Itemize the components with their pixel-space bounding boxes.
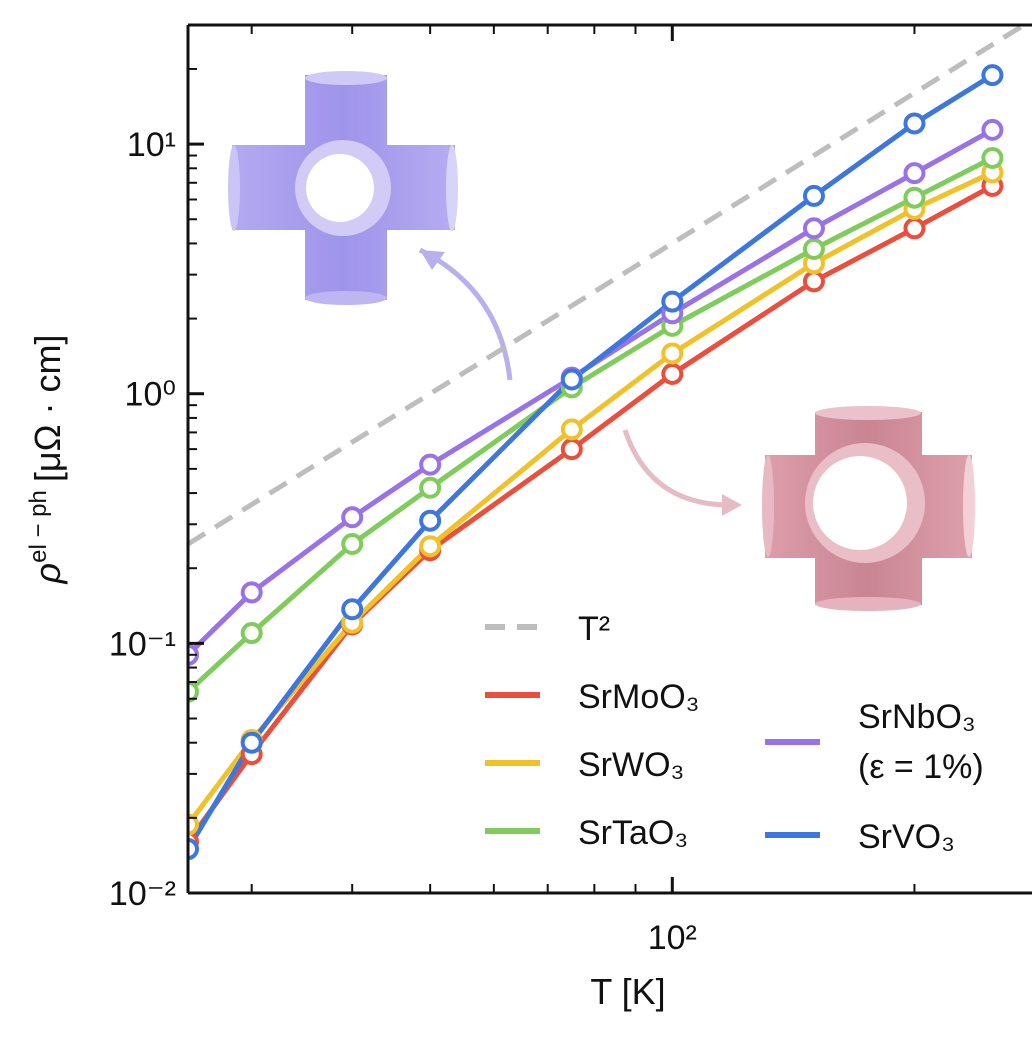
legend-label: SrVO₃: [858, 818, 955, 856]
data-point: [661, 362, 684, 385]
data-point: [981, 146, 1004, 169]
data-point: [341, 598, 364, 621]
inset-arrow: [418, 247, 513, 381]
axes: [186, 23, 1032, 895]
data-point: [661, 342, 684, 365]
data-point: [419, 453, 442, 476]
data-point: [240, 731, 263, 754]
data-point: [341, 506, 364, 529]
data-point: [419, 509, 442, 532]
data-point: [981, 118, 1004, 141]
data-point: [981, 64, 1004, 87]
data-point: [560, 438, 583, 461]
y-tick-label: 10⁻²: [109, 875, 176, 913]
legend-label: SrMoO₃: [578, 678, 700, 716]
legend-label: SrTaO₃: [578, 814, 688, 852]
data-point: [560, 368, 583, 391]
data-point: [188, 813, 199, 836]
legend-label: T²: [578, 610, 610, 648]
data-point: [341, 533, 364, 556]
data-point: [240, 622, 263, 645]
data-point: [240, 581, 263, 604]
inset-arrow-head: [722, 494, 742, 516]
legend-label: SrWO₃: [578, 746, 684, 784]
y-axis-label: ρel − ph [μΩ · cm]: [25, 335, 68, 585]
inset-arrow: [622, 429, 731, 508]
legend-label: SrNbO₃ (ε = 1%): [858, 698, 984, 786]
x-tick-label: 10²: [648, 919, 697, 957]
y-tick-label: 10⁰: [125, 376, 176, 414]
data-point: [903, 186, 926, 209]
y-label-superscript: el − ph: [25, 490, 52, 563]
x-axis-label: T [K]: [590, 971, 665, 1012]
inset-purple-cross: [228, 71, 458, 305]
data-point: [903, 112, 926, 135]
data-point: [802, 217, 825, 240]
y-label-symbol: ρ: [27, 563, 68, 585]
reference-line: [188, 25, 1029, 547]
data-point: [802, 184, 825, 207]
data-point: [560, 418, 583, 441]
inset-red-cross: [762, 406, 975, 611]
data-point: [802, 238, 825, 261]
data-point: [188, 680, 199, 703]
data-point: [903, 162, 926, 185]
data-point: [419, 535, 442, 558]
data-point: [419, 476, 442, 499]
y-tick-label: 10¹: [127, 126, 176, 164]
data-point: [661, 290, 684, 313]
data-point: [188, 838, 199, 861]
y-tick-label: 10⁻¹: [109, 625, 176, 663]
data-point: [903, 217, 926, 240]
y-label-unit: [μΩ · cm]: [27, 335, 68, 483]
inset-arrow-head: [420, 250, 445, 270]
plot-area: [188, 25, 1029, 861]
data-point: [802, 270, 825, 293]
